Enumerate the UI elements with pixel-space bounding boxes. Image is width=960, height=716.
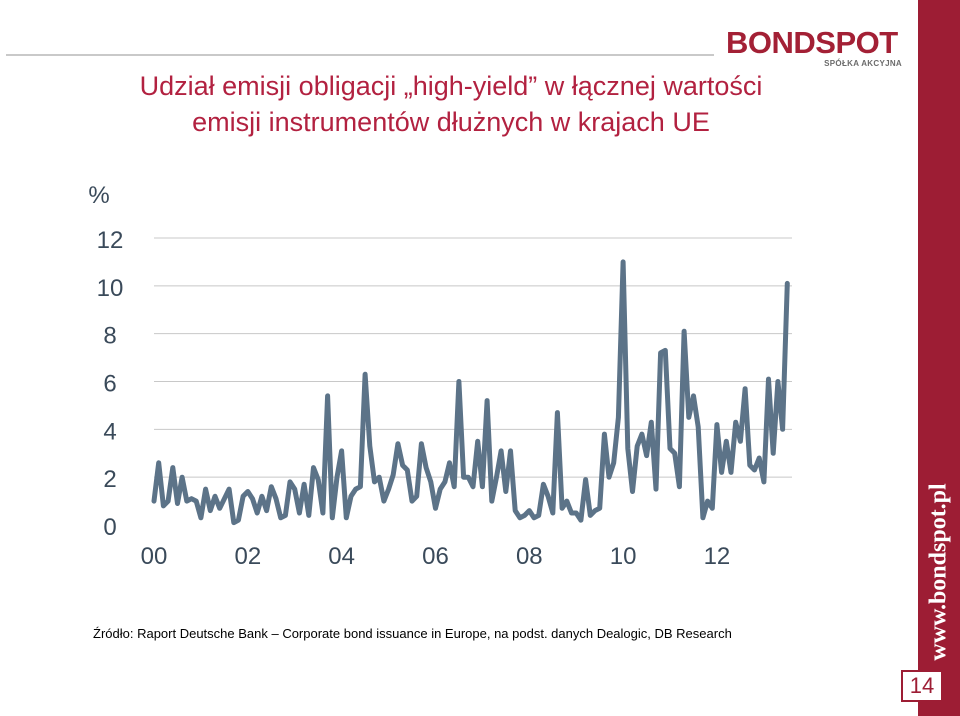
bondspot-logo: BONDSPOT SPÓŁKA AKCYJNA (726, 26, 906, 72)
page-number: 14 (901, 670, 943, 702)
slide-title-line-1: Udział emisji obligacji „high-yield” w ł… (139, 71, 763, 101)
x-tick-label: 02 (234, 543, 261, 570)
y-tick-label: 2 (103, 466, 116, 493)
x-tick-label: 00 (141, 543, 168, 570)
x-tick-label: 10 (610, 543, 637, 570)
x-tick-label: 12 (704, 543, 731, 570)
logo-subtitle: SPÓŁKA AKCYJNA (824, 59, 902, 68)
y-tick-label: 0 (103, 514, 116, 541)
slide-title: Udział emisji obligacji „high-yield” w ł… (66, 68, 896, 140)
y-tick-label: 8 (103, 323, 116, 350)
y-tick-label: 4 (103, 418, 116, 445)
y-axis-label: % (88, 182, 109, 209)
y-tick-label: 12 (97, 227, 124, 254)
logo-wordmark: BONDSPOT (726, 25, 898, 60)
slide-title-line-2: emisji instrumentów dłużnych w krajach U… (192, 107, 710, 137)
y-tick-label: 6 (103, 371, 116, 398)
y-tick-label: 10 (97, 275, 124, 302)
website-url: www.bondspot.pl (925, 483, 952, 661)
header-rule (6, 54, 714, 56)
x-tick-label: 04 (328, 543, 355, 570)
series-line (151, 259, 790, 526)
brand-side-bar (918, 0, 960, 716)
source-note: Źródło: Raport Deutsche Bank – Corporate… (93, 626, 732, 641)
x-tick-label: 06 (422, 543, 449, 570)
x-tick-label: 08 (516, 543, 543, 570)
